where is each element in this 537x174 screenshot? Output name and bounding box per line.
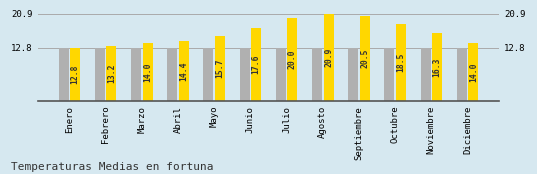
Text: 20.5: 20.5 <box>360 49 369 68</box>
Text: Temperaturas Medias en fortuna: Temperaturas Medias en fortuna <box>11 162 213 172</box>
Text: 13.2: 13.2 <box>107 64 116 83</box>
Bar <box>287 18 297 101</box>
Text: 14.4: 14.4 <box>179 61 188 81</box>
Bar <box>167 48 177 101</box>
Text: 14.0: 14.0 <box>143 62 152 82</box>
Text: 20.0: 20.0 <box>288 50 297 69</box>
Text: 15.7: 15.7 <box>215 58 224 78</box>
Bar <box>360 16 370 101</box>
Bar <box>142 43 153 101</box>
Bar <box>179 41 189 101</box>
Bar <box>131 48 141 101</box>
Text: 17.6: 17.6 <box>252 54 260 74</box>
Bar <box>456 48 467 101</box>
Bar <box>215 35 225 101</box>
Bar <box>204 48 214 101</box>
Bar <box>432 33 442 101</box>
Bar <box>70 48 81 101</box>
Bar <box>348 48 358 101</box>
Bar <box>468 43 478 101</box>
Text: 14.0: 14.0 <box>469 62 478 82</box>
Bar <box>420 48 431 101</box>
Bar <box>396 24 406 101</box>
Bar <box>384 48 395 101</box>
Bar <box>251 28 262 101</box>
Text: 18.5: 18.5 <box>396 53 405 72</box>
Text: 20.9: 20.9 <box>324 48 333 67</box>
Bar <box>95 48 105 101</box>
Text: 16.3: 16.3 <box>433 57 441 77</box>
Text: 12.8: 12.8 <box>71 65 79 84</box>
Bar <box>106 46 117 101</box>
Bar <box>59 48 69 101</box>
Bar <box>312 48 322 101</box>
Bar <box>323 14 333 101</box>
Bar <box>240 48 250 101</box>
Bar <box>275 48 286 101</box>
